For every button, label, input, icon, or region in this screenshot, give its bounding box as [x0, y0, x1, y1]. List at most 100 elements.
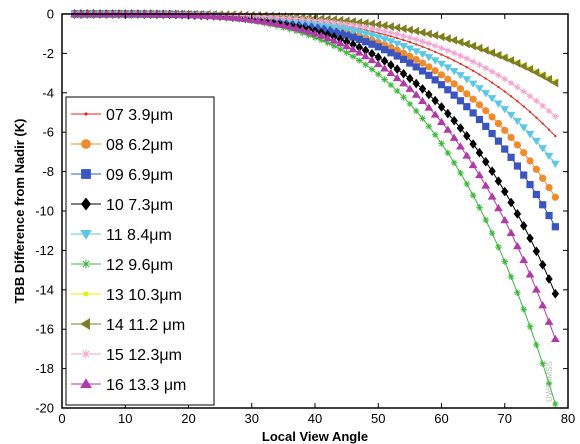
- x-tick-label: 80: [561, 411, 575, 426]
- legend-item: 12 9.6μm: [71, 257, 173, 274]
- data-point: [396, 36, 399, 40]
- legend-label: 09 6.9μm: [106, 167, 173, 184]
- data-point: [418, 28, 426, 37]
- data-point: [462, 76, 472, 84]
- data-point: [516, 100, 519, 103]
- data-point: [488, 230, 496, 237]
- data-point: [532, 190, 540, 199]
- x-tick-label: 30: [245, 411, 259, 426]
- data-point: [456, 123, 465, 133]
- y-tick-label: -20: [35, 401, 54, 416]
- data-point: [392, 40, 402, 48]
- data-point: [392, 73, 402, 82]
- data-point: [538, 301, 548, 309]
- legend: 07 3.9μm 08 6.2μm 09 6.9μm 10 7.3μm 11 8.4μm…: [65, 96, 215, 406]
- data-point: [453, 59, 456, 62]
- data-point: [323, 33, 333, 42]
- data-point: [394, 31, 401, 38]
- legend-marker: [83, 291, 89, 297]
- data-point: [381, 27, 388, 35]
- data-point: [286, 14, 293, 22]
- data-point: [387, 29, 395, 36]
- data-point: [438, 140, 445, 147]
- data-point: [544, 74, 552, 84]
- data-point: [545, 211, 553, 220]
- data-point: [431, 131, 439, 138]
- data-point: [500, 216, 510, 224]
- data-point: [532, 246, 541, 257]
- legend-item: 09 6.9μm: [71, 167, 173, 184]
- data-point: [215, 12, 225, 20]
- data-point: [513, 209, 522, 219]
- data-point: [437, 102, 446, 112]
- data-point: [533, 97, 540, 105]
- data-point: [413, 107, 420, 115]
- data-point: [444, 108, 452, 119]
- data-point: [457, 169, 464, 177]
- data-point: [272, 19, 282, 27]
- data-point: [488, 113, 496, 121]
- data-point: [337, 46, 344, 53]
- legend-marker: [81, 349, 91, 359]
- data-point: [501, 145, 509, 153]
- data-point: [425, 71, 433, 79]
- data-point: [520, 171, 528, 179]
- data-point: [373, 34, 383, 42]
- data-point: [494, 100, 503, 108]
- legend-item: 10 7.3μm: [71, 197, 173, 214]
- data-point: [380, 56, 389, 66]
- data-point: [507, 79, 515, 87]
- data-point: [526, 92, 534, 100]
- data-point: [443, 64, 453, 72]
- data-point: [411, 26, 420, 36]
- data-point: [514, 289, 521, 296]
- data-point: [538, 71, 546, 81]
- legend-item: 08 6.2μm: [71, 137, 173, 154]
- data-point: [228, 13, 238, 21]
- data-point: [373, 59, 383, 68]
- data-point: [438, 44, 445, 52]
- data-point: [459, 62, 462, 65]
- data-point: [292, 15, 300, 22]
- data-point: [280, 14, 287, 21]
- data-point: [501, 186, 509, 197]
- data-point: [386, 68, 396, 77]
- x-tick-label: 0: [58, 411, 65, 426]
- data-point: [482, 64, 489, 72]
- data-point: [337, 20, 344, 27]
- data-point: [386, 38, 396, 46]
- data-point: [469, 139, 477, 149]
- data-point: [431, 95, 439, 106]
- data-point: [349, 53, 357, 60]
- data-point: [234, 14, 244, 22]
- data-point: [488, 68, 496, 75]
- data-point: [482, 216, 489, 224]
- data-point: [394, 87, 401, 95]
- data-point: [329, 36, 339, 44]
- data-point: [506, 111, 516, 120]
- data-point: [525, 270, 535, 278]
- data-point: [463, 180, 470, 188]
- y-tick-label: -6: [42, 125, 54, 140]
- data-point: [437, 71, 446, 79]
- data-point: [437, 32, 445, 42]
- data-point: [487, 95, 497, 103]
- data-point: [526, 323, 534, 330]
- data-point: [402, 38, 405, 42]
- legend-marker: [80, 197, 92, 211]
- data-point: [203, 11, 212, 19]
- data-point: [406, 100, 414, 108]
- data-point: [381, 76, 388, 83]
- data-point: [443, 34, 451, 43]
- data-point: [389, 35, 393, 38]
- data-point: [399, 55, 408, 64]
- data-point: [361, 52, 370, 60]
- data-point: [324, 18, 331, 25]
- data-point: [538, 260, 547, 270]
- data-point: [506, 228, 516, 236]
- data-point: [462, 39, 470, 49]
- data-point: [526, 180, 534, 189]
- data-point: [273, 13, 281, 21]
- data-point: [468, 41, 477, 51]
- data-point: [507, 273, 515, 280]
